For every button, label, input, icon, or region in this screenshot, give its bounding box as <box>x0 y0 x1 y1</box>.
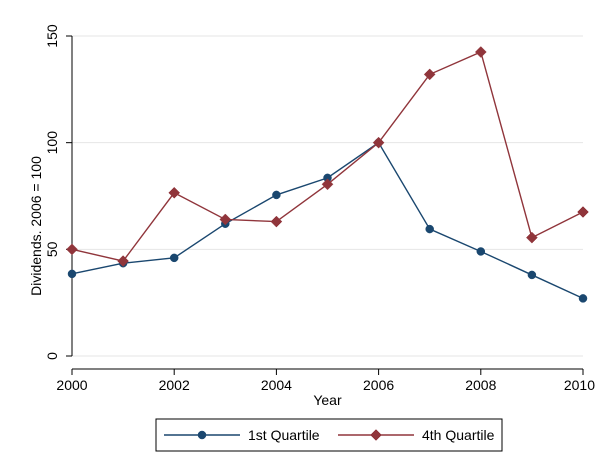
x-tick-label-2006: 2006 <box>363 377 394 393</box>
legend-label-1: 1st Quartile <box>248 427 320 443</box>
x-tick-label-2004: 2004 <box>261 377 292 393</box>
series-2 <box>66 46 589 267</box>
series-1-point-2007 <box>425 224 434 234</box>
series-2-point-2007 <box>423 68 436 81</box>
series-2-point-2008 <box>474 46 487 58</box>
y-tick-label-0: 0 <box>44 352 60 360</box>
series-1-point-2004 <box>272 190 281 200</box>
series-1-point-2008 <box>476 247 486 256</box>
legend-label-2: 4th Quartile <box>422 427 495 443</box>
x-axis-label: Year <box>313 392 342 408</box>
legend-marker-2 <box>370 429 382 441</box>
series-2-point-2002 <box>168 186 181 199</box>
series-2-point-2004 <box>270 215 283 228</box>
y-tick-label-50: 50 <box>44 241 60 257</box>
series-2-point-2001 <box>117 255 129 267</box>
x-tick-label-2008: 2008 <box>465 377 496 393</box>
data-series <box>66 46 589 303</box>
x-tick-label-2000: 2000 <box>56 377 87 393</box>
series-2-point-2006 <box>372 136 385 149</box>
grid-lines <box>72 35 583 357</box>
series-1-point-2002 <box>169 253 179 263</box>
x-tick-label-2002: 2002 <box>159 377 190 393</box>
series-1-point-2010 <box>578 294 588 303</box>
legend-marker-1 <box>197 430 207 440</box>
y-tick-label-150: 150 <box>44 24 60 48</box>
y-axis-label: Dividends. 2006 = 100 <box>28 156 44 296</box>
legend: 1st Quartile 4th Quartile <box>155 418 503 452</box>
series-1-point-2000 <box>67 269 77 279</box>
series-2-point-2009 <box>526 231 538 244</box>
y-tick-label-100: 100 <box>44 131 60 155</box>
series-2-point-2005 <box>321 178 334 191</box>
series-2-point-2000 <box>66 243 78 256</box>
x-tick-label-2010: 2010 <box>564 377 595 393</box>
axes: 0 50 100 150 2000 2002 2004 2006 2008 2010 <box>44 24 595 393</box>
series-2-point-2003 <box>219 213 232 226</box>
series-2-point-2010 <box>577 206 589 218</box>
series-1-point-2009 <box>527 270 537 280</box>
